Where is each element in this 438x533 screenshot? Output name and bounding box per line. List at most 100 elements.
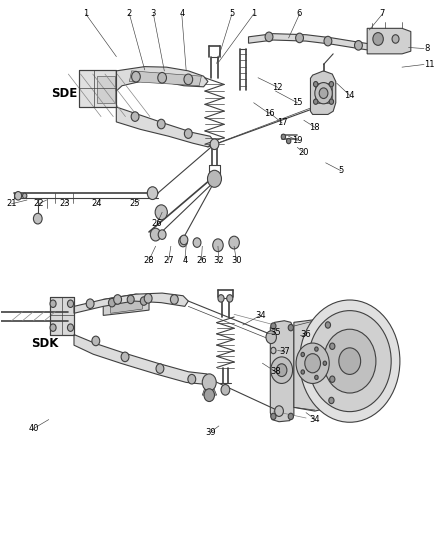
- Polygon shape: [79, 70, 117, 107]
- Polygon shape: [103, 294, 149, 316]
- Polygon shape: [202, 387, 217, 395]
- Text: 4: 4: [182, 256, 187, 264]
- Text: SDK: SDK: [31, 337, 59, 350]
- Circle shape: [170, 295, 178, 304]
- Circle shape: [288, 325, 293, 331]
- Circle shape: [324, 329, 376, 393]
- Polygon shape: [311, 71, 336, 115]
- Circle shape: [218, 295, 224, 302]
- Circle shape: [288, 413, 293, 419]
- Circle shape: [147, 187, 158, 199]
- Text: 7: 7: [380, 10, 385, 19]
- Polygon shape: [117, 107, 215, 147]
- Polygon shape: [74, 293, 188, 313]
- Circle shape: [184, 74, 193, 85]
- Circle shape: [329, 397, 334, 403]
- Text: 18: 18: [310, 123, 320, 132]
- Circle shape: [202, 374, 216, 391]
- Polygon shape: [248, 34, 372, 51]
- Circle shape: [109, 298, 116, 307]
- Circle shape: [221, 384, 230, 395]
- Polygon shape: [117, 67, 208, 91]
- Text: 26: 26: [196, 256, 207, 264]
- Text: 32: 32: [214, 256, 224, 264]
- Circle shape: [140, 297, 147, 305]
- Circle shape: [286, 139, 291, 144]
- Circle shape: [271, 413, 276, 419]
- Text: 34: 34: [255, 311, 265, 320]
- Circle shape: [276, 364, 287, 376]
- Text: 1: 1: [83, 10, 88, 19]
- Circle shape: [300, 300, 400, 422]
- Circle shape: [265, 32, 273, 42]
- Text: 19: 19: [292, 136, 303, 145]
- Text: 8: 8: [424, 44, 429, 53]
- Circle shape: [22, 193, 27, 198]
- Circle shape: [314, 82, 318, 87]
- Circle shape: [193, 238, 201, 247]
- Circle shape: [114, 295, 122, 304]
- Polygon shape: [270, 321, 294, 422]
- Text: 11: 11: [424, 60, 434, 69]
- Text: 16: 16: [264, 109, 274, 118]
- Text: 30: 30: [231, 256, 242, 264]
- Circle shape: [301, 370, 304, 374]
- Circle shape: [158, 72, 166, 83]
- Circle shape: [50, 324, 56, 332]
- Circle shape: [330, 376, 335, 382]
- Circle shape: [67, 300, 74, 308]
- Circle shape: [271, 357, 293, 383]
- Text: 21: 21: [7, 199, 17, 208]
- Circle shape: [315, 83, 332, 104]
- Circle shape: [329, 82, 334, 87]
- Circle shape: [50, 300, 56, 308]
- Circle shape: [373, 33, 383, 45]
- Text: 38: 38: [270, 367, 281, 376]
- Circle shape: [314, 375, 318, 379]
- Circle shape: [271, 323, 276, 329]
- Circle shape: [14, 191, 21, 200]
- Circle shape: [131, 71, 140, 82]
- Polygon shape: [294, 320, 332, 411]
- Circle shape: [188, 374, 196, 384]
- Circle shape: [227, 295, 233, 302]
- Circle shape: [179, 236, 187, 247]
- Circle shape: [281, 134, 286, 140]
- Circle shape: [339, 348, 360, 374]
- Polygon shape: [367, 28, 411, 54]
- Text: 1: 1: [251, 10, 256, 19]
- Circle shape: [144, 294, 152, 303]
- Text: SDE: SDE: [51, 87, 77, 100]
- Text: 26: 26: [152, 220, 162, 229]
- Text: 4: 4: [179, 10, 184, 19]
- Circle shape: [301, 352, 304, 357]
- Circle shape: [158, 230, 166, 239]
- Circle shape: [229, 236, 239, 249]
- Circle shape: [121, 352, 129, 362]
- Circle shape: [330, 343, 335, 350]
- Circle shape: [131, 112, 139, 122]
- Polygon shape: [49, 297, 74, 335]
- Circle shape: [314, 99, 318, 104]
- Text: 39: 39: [205, 428, 215, 437]
- Circle shape: [392, 35, 399, 43]
- Polygon shape: [129, 71, 201, 86]
- Text: 25: 25: [130, 199, 140, 208]
- Circle shape: [156, 364, 164, 373]
- Circle shape: [210, 139, 219, 150]
- Text: 23: 23: [60, 199, 70, 208]
- Circle shape: [325, 322, 331, 328]
- Text: 22: 22: [33, 199, 44, 208]
- Circle shape: [319, 88, 328, 99]
- Circle shape: [155, 205, 167, 220]
- Circle shape: [184, 129, 192, 139]
- Circle shape: [329, 99, 334, 104]
- Text: 5: 5: [230, 10, 235, 19]
- Circle shape: [213, 239, 223, 252]
- Circle shape: [323, 361, 327, 366]
- Text: 36: 36: [301, 330, 311, 339]
- Text: 37: 37: [279, 347, 290, 356]
- Text: 17: 17: [277, 118, 287, 127]
- Circle shape: [296, 33, 304, 43]
- Circle shape: [150, 228, 161, 241]
